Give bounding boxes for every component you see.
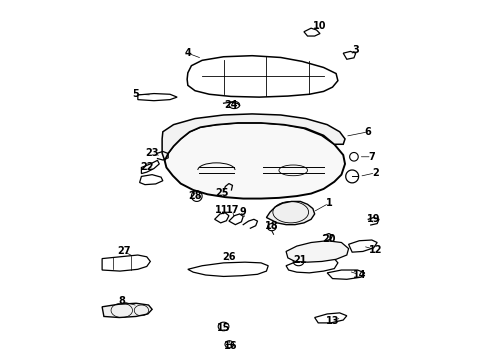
- Text: 28: 28: [188, 191, 202, 201]
- Text: 3: 3: [352, 45, 359, 55]
- Text: 18: 18: [265, 221, 279, 231]
- Text: 13: 13: [326, 316, 339, 326]
- Text: 9: 9: [240, 207, 246, 217]
- Text: 17: 17: [226, 205, 239, 215]
- Text: 14: 14: [353, 270, 366, 280]
- Text: 6: 6: [365, 127, 371, 137]
- Polygon shape: [286, 241, 348, 262]
- Text: 24: 24: [224, 100, 238, 110]
- Text: 26: 26: [222, 252, 236, 262]
- Text: 4: 4: [184, 48, 191, 58]
- Polygon shape: [267, 202, 315, 225]
- Text: 19: 19: [367, 214, 380, 224]
- Text: 8: 8: [118, 296, 125, 306]
- Text: 15: 15: [217, 323, 230, 333]
- Text: 25: 25: [215, 188, 228, 198]
- Text: 27: 27: [117, 247, 130, 256]
- Text: 1: 1: [325, 198, 332, 208]
- Polygon shape: [102, 303, 152, 318]
- Polygon shape: [165, 123, 345, 199]
- Text: 2: 2: [372, 168, 379, 178]
- Text: 20: 20: [322, 234, 336, 244]
- Text: 5: 5: [133, 89, 140, 99]
- Text: 11: 11: [215, 205, 228, 215]
- Text: 12: 12: [368, 245, 382, 255]
- Text: 22: 22: [140, 162, 153, 172]
- Text: 21: 21: [294, 255, 307, 265]
- Text: 10: 10: [313, 21, 327, 31]
- Polygon shape: [162, 114, 345, 160]
- Text: 23: 23: [146, 148, 159, 158]
- Text: 16: 16: [224, 341, 238, 351]
- Text: 7: 7: [368, 152, 375, 162]
